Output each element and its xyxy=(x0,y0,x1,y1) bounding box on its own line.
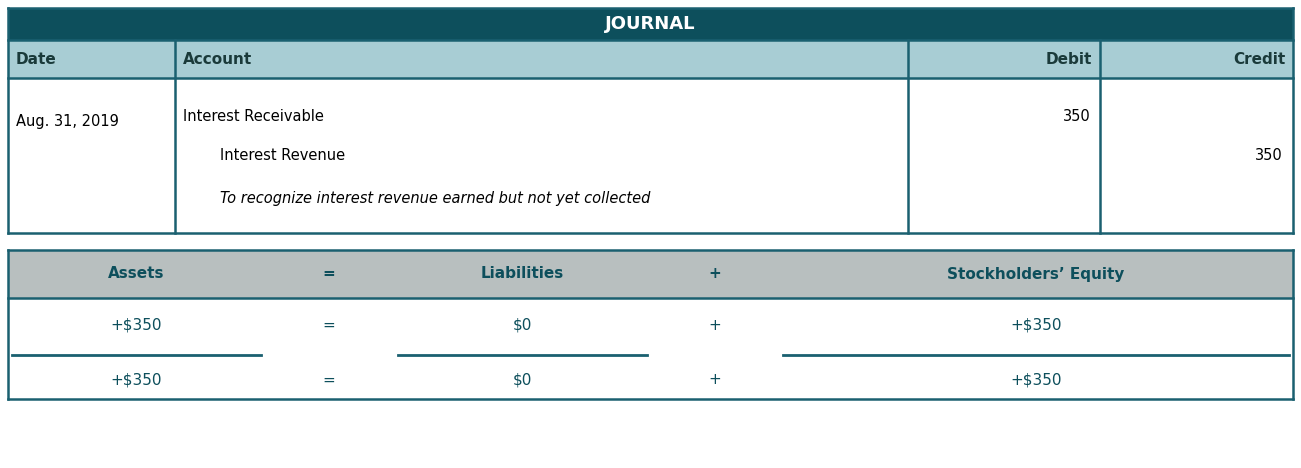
Text: Aug. 31, 2019: Aug. 31, 2019 xyxy=(16,114,118,129)
Text: JOURNAL: JOURNAL xyxy=(605,15,696,33)
Text: +$350: +$350 xyxy=(1011,318,1062,333)
Text: 350: 350 xyxy=(1063,109,1090,124)
Text: To recognize interest revenue earned but not yet collected: To recognize interest revenue earned but… xyxy=(220,191,650,206)
Text: +: + xyxy=(708,266,721,281)
Text: =: = xyxy=(323,318,336,333)
Text: 350: 350 xyxy=(1255,148,1283,163)
Text: Interest Revenue: Interest Revenue xyxy=(220,148,345,163)
Text: Date: Date xyxy=(16,51,57,66)
Text: +: + xyxy=(708,318,721,333)
Text: Interest Receivable: Interest Receivable xyxy=(183,109,324,124)
Text: Account: Account xyxy=(183,51,252,66)
Bar xyxy=(8,78,1293,233)
Text: +: + xyxy=(708,373,721,388)
Text: Stockholders’ Equity: Stockholders’ Equity xyxy=(947,266,1124,281)
Bar xyxy=(8,250,1293,298)
Text: +$350: +$350 xyxy=(111,373,163,388)
Text: =: = xyxy=(323,373,336,388)
Text: =: = xyxy=(323,266,336,281)
Bar xyxy=(8,8,1293,40)
Text: Credit: Credit xyxy=(1233,51,1285,66)
Text: Assets: Assets xyxy=(108,266,165,281)
Text: +$350: +$350 xyxy=(1011,373,1062,388)
Bar xyxy=(8,40,1293,78)
Text: $0: $0 xyxy=(513,373,532,388)
Text: Debit: Debit xyxy=(1046,51,1093,66)
Text: Liabilities: Liabilities xyxy=(480,266,563,281)
Bar xyxy=(8,298,1293,353)
Text: +$350: +$350 xyxy=(111,318,163,333)
Text: $0: $0 xyxy=(513,318,532,333)
Bar xyxy=(8,353,1293,399)
